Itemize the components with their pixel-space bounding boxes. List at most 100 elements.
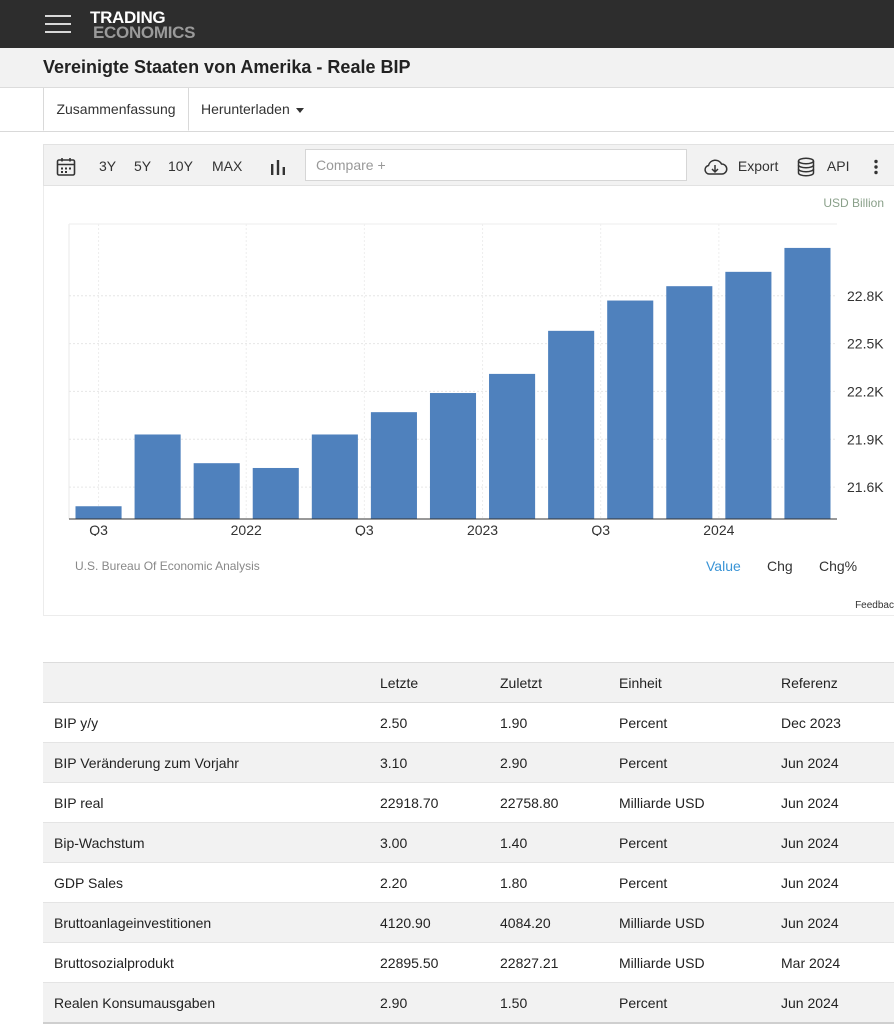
bar[interactable] [370,412,417,519]
table-cell: 2.90 [380,982,500,1024]
calendar-icon[interactable] [56,145,76,187]
feedback-link[interactable]: Feedbac [855,600,894,611]
mode-chg-percent-button[interactable]: Chg% [819,558,858,574]
table-row[interactable]: BIP Veränderung zum Vorjahr 3.10 2.90 Perce… [43,742,894,783]
table-cell: Jun 2024 [781,742,894,783]
table-header-cell: Referenz [781,662,894,703]
range-10y-button[interactable]: 10Y [168,158,193,174]
bar-chart: 21.6K 21.9K 22.2K 22.5K 22.8K Q3 2022 Q3 2023 Q3 2… [68,223,884,536]
title-bar: Vereinigte Staaten von Amerika - Reale B… [0,48,894,88]
bar[interactable] [725,271,772,519]
table-cell: Percent [619,982,781,1024]
range-max-button[interactable]: MAX [212,158,243,174]
bar[interactable] [784,247,831,519]
table-header-cell: Einheit [619,662,781,703]
more-options-icon[interactable] [873,145,879,187]
mode-chg-button[interactable]: Chg [767,558,793,574]
mode-value-button[interactable]: Value [706,558,741,574]
indicator-name-link[interactable]: Bip-Wachstum [43,822,380,863]
indicator-name-link[interactable]: Bruttoanlageinvestitionen [43,902,380,943]
y-tick-label: 22.5K [847,336,884,352]
table-cell: 2.90 [500,742,619,783]
y-tick-label: 21.9K [847,431,884,447]
logo-line-1: TRADING [90,8,166,27]
table-cell: Jun 2024 [781,782,894,823]
table-cell: 22758.80 [500,782,619,823]
api-button[interactable]: API [797,145,849,187]
table-cell: Jun 2024 [781,902,894,943]
indicator-name-link[interactable]: BIP Veränderung zum Vorjahr [43,742,380,783]
x-tick-label: 2022 [231,522,262,536]
page-title: Vereinigte Staaten von Amerika - Reale B… [43,57,411,77]
chart-unit-label: USD Billion [823,196,884,210]
table-row[interactable]: Bruttoanlageinvestitionen 4120.90 4084.20 M… [43,902,894,943]
table-row[interactable]: BIP y/y 2.50 1.90 Percent Dec 2023 [43,702,894,743]
table-cell: Milliarde USD [619,782,781,823]
menu-icon[interactable] [45,14,71,34]
table-header-row: Letzte Zuletzt Einheit Referenz [43,662,894,703]
table-row[interactable]: Bip-Wachstum 3.00 1.40 Percent Jun 2024 [43,822,894,863]
chart-type-icon[interactable] [270,145,286,187]
bar[interactable] [429,393,477,519]
site-logo[interactable]: TRADING ECONOMICS [90,8,195,41]
y-tick-label: 22.2K [847,383,884,399]
y-tick-label: 22.8K [847,288,884,304]
table-row[interactable]: Bruttosozialprodukt 22895.50 22827.21 Milli… [43,942,894,983]
x-tick-label: 2023 [467,522,498,536]
bar[interactable] [134,434,181,519]
table-row[interactable]: Realen Konsumausgaben 2.90 1.50 Percent Jun … [43,982,894,1024]
table-cell: Jun 2024 [781,822,894,863]
table-cell: 1.50 [500,982,619,1024]
cloud-download-icon [704,159,728,176]
chart-toolbar: 3Y 5Y 10Y MAX Export API [43,144,894,186]
bar[interactable] [252,467,299,519]
bar[interactable] [489,373,536,519]
table-cell: Milliarde USD [619,902,781,943]
table-cell: 3.10 [380,742,500,783]
bar[interactable] [193,463,240,519]
compare-input[interactable] [305,149,687,181]
table-cell: Percent [619,742,781,783]
indicator-name-link[interactable]: Realen Konsumausgaben [43,982,380,1024]
bar[interactable] [75,506,122,519]
bar[interactable] [311,434,358,519]
table-cell: Percent [619,822,781,863]
indicator-name-link[interactable]: BIP y/y [43,702,380,743]
y-tick-label: 21.6K [847,479,884,495]
indicator-name-link[interactable]: Bruttosozialprodukt [43,942,380,983]
bar[interactable] [548,330,595,519]
x-tick-label: Q3 [355,522,374,536]
related-indicators-table: Letzte Zuletzt Einheit Referenz BIP y/y 2… [43,662,894,1024]
x-tick-label: Q3 [591,522,610,536]
bar[interactable] [607,300,654,519]
tab-summary[interactable]: Zusammenfassung [43,88,189,131]
table-cell: 4084.20 [500,902,619,943]
table-cell: 22895.50 [380,942,500,983]
export-button[interactable]: Export [702,145,778,187]
api-label: API [826,158,850,174]
table-cell: 2.50 [380,702,500,743]
table-cell: 22918.70 [380,782,500,823]
bar[interactable] [666,286,713,519]
table-cell: Percent [619,862,781,903]
table-cell: Jun 2024 [781,982,894,1024]
x-tick-label: 2024 [703,522,734,536]
table-cell: 1.40 [500,822,619,863]
database-icon [797,157,815,177]
caret-down-icon [295,107,304,113]
table-cell: Mar 2024 [781,942,894,983]
table-row[interactable]: BIP real 22918.70 22758.80 Milliarde USD Jun… [43,782,894,823]
table-cell: Dec 2023 [781,702,894,743]
table-cell: 4120.90 [380,902,500,943]
indicator-name-link[interactable]: BIP real [43,782,380,823]
range-3y-button[interactable]: 3Y [99,158,117,174]
x-tick-label: Q3 [89,522,108,536]
table-cell: 1.90 [500,702,619,743]
indicator-name-link[interactable]: GDP Sales [43,862,380,903]
range-5y-button[interactable]: 5Y [134,158,152,174]
tab-download[interactable]: Herunterladen [201,88,304,131]
top-navigation-bar: TRADING ECONOMICS [0,0,894,48]
table-row[interactable]: GDP Sales 2.20 1.80 Percent Jun 2024 [43,862,894,903]
table-cell: 22827.21 [500,942,619,983]
table-cell: 3.00 [380,822,500,863]
